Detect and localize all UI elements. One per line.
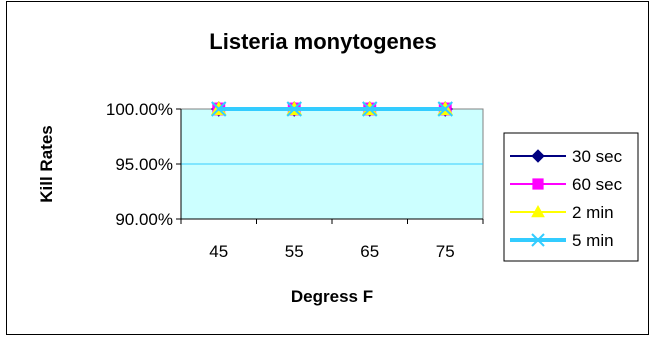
data-point-stroke bbox=[211, 101, 227, 117]
data-point bbox=[211, 101, 227, 117]
y-tick-label: 90.00% bbox=[115, 210, 173, 229]
series-5-min bbox=[211, 101, 453, 117]
chart-frame: Listeria monytogenes 100.00% 95.00% 90.00%… bbox=[6, 1, 649, 335]
legend-entry: 30 sec bbox=[510, 147, 623, 166]
legend-entry: 2 min bbox=[510, 203, 614, 222]
chart-title: Listeria monytogenes bbox=[209, 29, 436, 54]
legend-marker bbox=[532, 178, 544, 190]
x-tick-label: 75 bbox=[436, 242, 455, 261]
x-axis-title: Degress F bbox=[291, 287, 373, 306]
legend-label: 60 sec bbox=[572, 175, 623, 194]
legend-marker-stroke bbox=[531, 233, 545, 247]
y-tick-label: 100.00% bbox=[106, 100, 173, 119]
y-axis-title: Kill Rates bbox=[37, 125, 56, 202]
legend-label: 30 sec bbox=[572, 147, 623, 166]
data-point-stroke bbox=[437, 101, 453, 117]
data-point bbox=[362, 101, 378, 117]
data-point-stroke bbox=[362, 101, 378, 117]
x-tick-label: 65 bbox=[360, 242, 379, 261]
legend: 30 sec 60 sec 2 min 5 min bbox=[503, 132, 639, 262]
legend-entry: 60 sec bbox=[510, 175, 623, 194]
legend-marker bbox=[531, 149, 545, 163]
series-layer bbox=[210, 100, 454, 117]
x-tick-label: 55 bbox=[285, 242, 304, 261]
chart: Listeria monytogenes 100.00% 95.00% 90.00%… bbox=[37, 29, 639, 306]
data-point bbox=[437, 101, 453, 117]
legend-entry: 5 min bbox=[510, 231, 614, 250]
x-tick-label: 45 bbox=[209, 242, 228, 261]
data-point bbox=[286, 101, 302, 117]
legend-marker bbox=[531, 204, 545, 218]
legend-label: 2 min bbox=[572, 203, 614, 222]
legend-label: 5 min bbox=[572, 231, 614, 250]
data-point-stroke bbox=[286, 101, 302, 117]
y-tick-label: 95.00% bbox=[115, 155, 173, 174]
x-axis: 45 55 65 75 bbox=[180, 218, 484, 261]
legend-marker bbox=[531, 233, 545, 247]
y-axis: 100.00% 95.00% 90.00% bbox=[106, 100, 182, 229]
